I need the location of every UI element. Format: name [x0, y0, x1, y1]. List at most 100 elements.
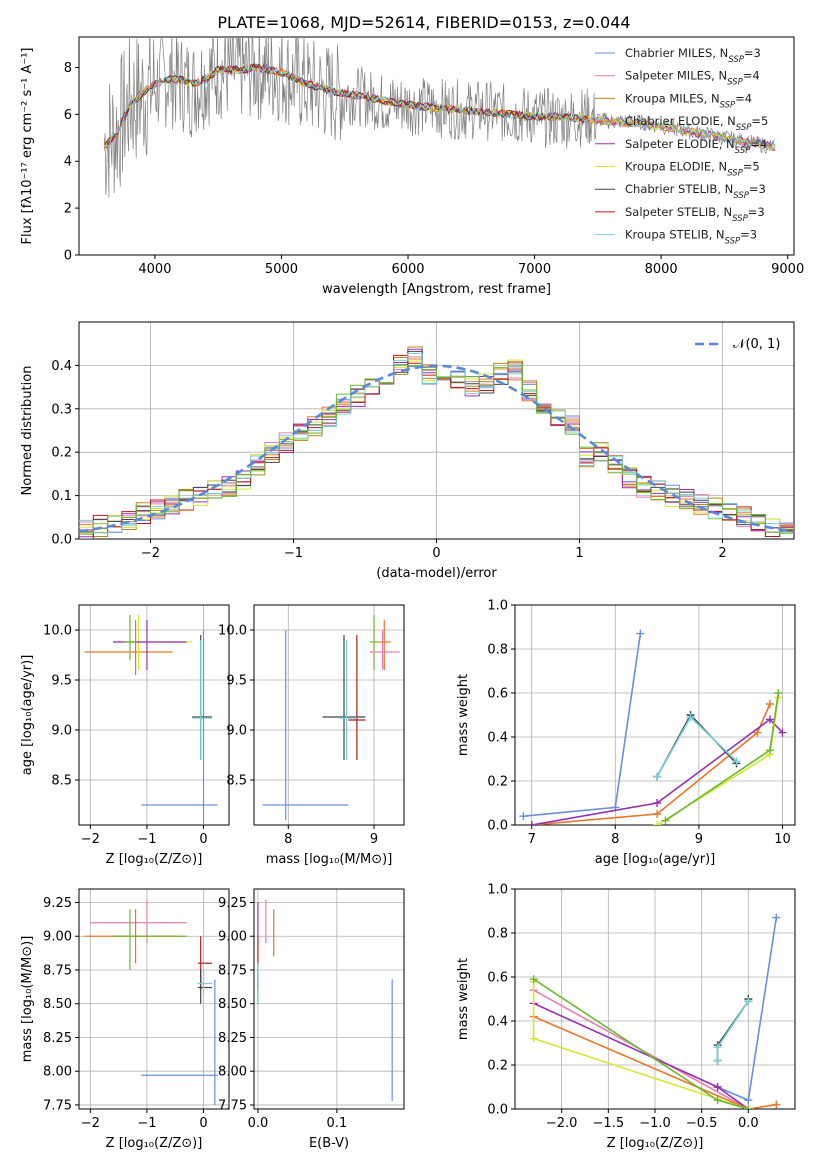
x-tick-label: 0: [199, 832, 207, 847]
x-tick-label: −2: [81, 832, 100, 847]
y-tick-label: 0.0: [51, 533, 72, 548]
y-tick-label: 0.2: [487, 775, 508, 790]
legend-entry: Salpeter ELODIE, NSSP=4: [625, 137, 767, 156]
error-bars: [84, 899, 218, 1105]
y-tick-label: 9.25: [218, 896, 247, 911]
x-tick-label: 8000: [645, 262, 678, 277]
x-tick-label: 0.0: [248, 1116, 269, 1131]
model-spectrum-line: [103, 63, 589, 147]
x-tick-label: 9: [695, 832, 703, 847]
chart-massweight-vs-Z: −2.0 −1.5 −1.0 −0.5 0.0 0.0 0.2 0.4 0.6 0.8 1.0 Z […: [456, 883, 796, 1151]
y-tick-label: 9.5: [51, 674, 72, 689]
x-axis-label: mass [log₁₀(M/M⊙)]: [266, 852, 393, 867]
plot-frame: [78, 888, 230, 1110]
y-axis-label: age [log₁₀(age/yr)]: [20, 655, 35, 776]
x-tick-label: 0: [199, 1116, 207, 1131]
y-tick-label: 0.8: [487, 927, 508, 942]
weight-marker: [713, 1043, 722, 1052]
y-tick-label: 0.3: [51, 402, 72, 417]
weight-marker: [774, 689, 783, 697]
gaussian-legend-label: 𝒩(0, 1): [733, 337, 780, 352]
legend-entry: Chabrier STELIB, NSSP=3: [625, 182, 766, 201]
weight-marker: [772, 1100, 781, 1109]
weight-marker: [744, 997, 753, 1006]
chart-massweight-vs-age: 7 8 9 10 0.0 0.2 0.4 0.6 0.8 1.0 age [log₁₀(age/yr…: [456, 599, 796, 867]
legend-entry: Chabrier MILES, NSSP=3: [625, 46, 761, 65]
error-bars: [84, 615, 218, 825]
x-axis-label: (data-model)/error: [376, 566, 497, 581]
y-tick-label: 2: [64, 202, 72, 217]
y-tick-label: 6: [64, 108, 72, 123]
x-tick-label: 9000: [771, 262, 804, 277]
weight-marker: [661, 816, 670, 825]
x-tick-label: 0.1: [327, 1116, 348, 1131]
weight-series-line: [656, 715, 738, 777]
y-tick-label: 8.50: [43, 997, 72, 1012]
plot-frame: [78, 36, 795, 256]
x-axis-label: Z [log₁₀(Z/Z⊙)]: [106, 852, 203, 867]
weight-marker: [713, 1083, 722, 1091]
histogram-series: [79, 363, 794, 534]
plot-frame: [514, 888, 796, 1110]
x-tick-label: 9: [370, 832, 378, 847]
weight-marker: [732, 757, 741, 766]
weight-marker: [653, 821, 662, 825]
y-tick-label: 1.0: [487, 599, 508, 614]
weight-marker: [765, 715, 774, 724]
weight-marker: [653, 772, 662, 781]
x-tick-label: −1: [137, 1116, 156, 1131]
x-axis-label: wavelength [Angstrom, rest frame]: [322, 282, 551, 297]
y-tick-label: 0.2: [487, 1059, 508, 1074]
legend-entry: Kroupa STELIB, NSSP=3: [625, 228, 757, 247]
x-tick-label: 0: [432, 546, 440, 561]
x-tick-label: 8: [284, 832, 292, 847]
weight-series-line: [523, 633, 642, 817]
x-axis-label: Z [log₁₀(Z/Z⊙)]: [106, 1136, 203, 1151]
weight-marker: [653, 810, 662, 818]
y-tick-label: 8.00: [43, 1065, 72, 1080]
y-axis-label: Normed distribution: [20, 366, 35, 496]
weight-marker: [527, 821, 536, 825]
y-axis-label: mass weight: [456, 958, 471, 1040]
x-tick-label: 10: [774, 832, 791, 847]
weight-marker: [529, 1034, 538, 1043]
x-tick-label: 5000: [265, 262, 298, 277]
weight-marker: [744, 1105, 753, 1109]
y-tick-label: 0.1: [51, 489, 72, 504]
y-tick-label: 8.75: [218, 963, 247, 978]
x-tick-label: 0.0: [738, 1116, 759, 1131]
y-tick-label: 0.4: [487, 1015, 508, 1030]
spectrum-lines: [103, 37, 776, 198]
weight-series-line: [533, 978, 749, 1109]
weight-series-line: [656, 697, 780, 825]
weight-marker: [765, 746, 774, 755]
x-tick-label: 7000: [518, 262, 551, 277]
error-bars: [262, 615, 400, 820]
y-tick-label: 0: [64, 249, 72, 264]
plot-frame: [78, 604, 230, 826]
y-tick-label: 8: [64, 61, 72, 76]
y-axis-label: Flux [fλ10⁻¹⁷ erg cm⁻² s⁻¹ A⁻¹]: [20, 48, 35, 245]
y-tick-label: 7.75: [43, 1098, 72, 1113]
y-tick-label: 0.6: [487, 971, 508, 986]
y-tick-label: 8.5: [226, 774, 247, 789]
chart-age-vs-Z: −2 −1 0 8.5 9.0 9.5 10.0 Z [log₁₀(Z/Z⊙)] age [lo…: [20, 604, 230, 867]
x-tick-label: 6000: [391, 262, 424, 277]
y-tick-label: 7.75: [218, 1098, 247, 1113]
plot-frame: [78, 321, 795, 540]
weight-marker: [765, 700, 774, 708]
weight-marker: [686, 713, 695, 722]
spectrum-legend: Chabrier MILES, NSSP=3 Salpeter MILES, NS…: [595, 46, 768, 247]
weight-series-line: [716, 1000, 749, 1061]
weight-lines: [529, 913, 781, 1109]
plot-frame: [253, 888, 405, 1110]
y-tick-label: 9.5: [226, 674, 247, 689]
weight-marker: [713, 1056, 722, 1065]
x-axis-label: age [log₁₀(age/yr)]: [595, 852, 716, 867]
y-tick-label: 10.0: [43, 624, 72, 639]
weight-marker: [529, 975, 538, 984]
weight-series-line: [531, 718, 784, 825]
x-tick-label: 8: [611, 832, 619, 847]
y-tick-label: 9.00: [218, 930, 247, 945]
y-tick-label: 8.75: [43, 963, 72, 978]
